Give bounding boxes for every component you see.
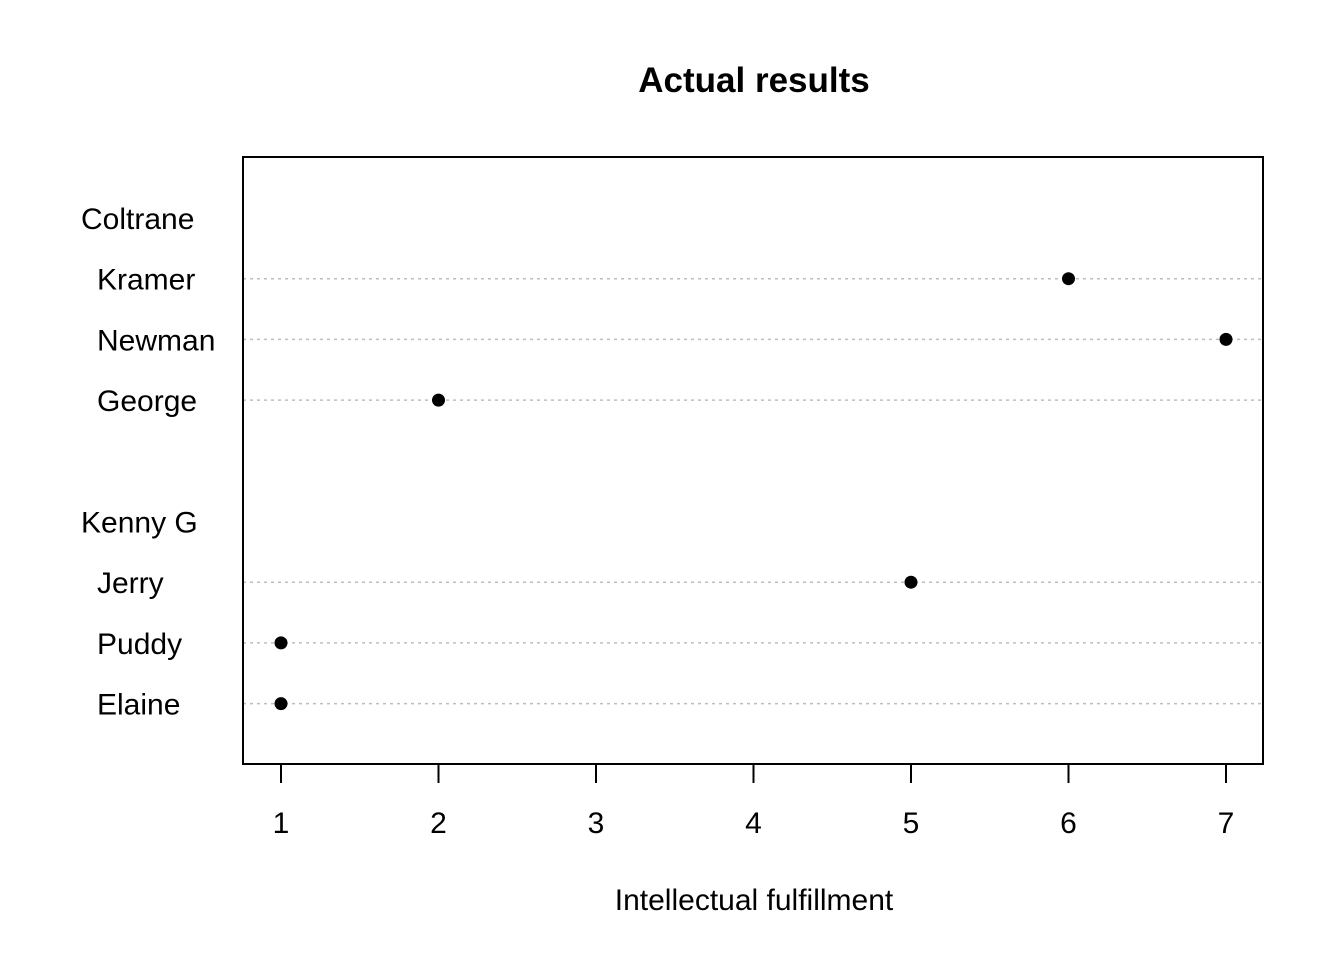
x-tick-label: 2 xyxy=(430,807,447,840)
row-label: Jerry xyxy=(97,567,164,600)
data-point xyxy=(274,636,288,650)
row-label: George xyxy=(97,385,197,418)
row-label: Kramer xyxy=(97,264,195,297)
data-points xyxy=(274,272,1233,711)
data-point xyxy=(1219,332,1233,346)
group-label: Coltrane xyxy=(81,203,194,236)
data-point xyxy=(1062,272,1075,286)
group-label: Kenny G xyxy=(81,507,198,540)
x-axis-label: Intellectual fulfillment xyxy=(615,884,894,917)
x-tick-label: 7 xyxy=(1218,807,1235,840)
x-tick-label: 5 xyxy=(903,807,920,840)
data-point xyxy=(274,697,288,711)
x-axis: 1 2 3 4 5 6 7 xyxy=(273,763,1235,840)
row-label: Puddy xyxy=(97,628,182,661)
grid-lines xyxy=(243,277,1263,705)
x-tick-label: 4 xyxy=(745,807,762,840)
plot-frame xyxy=(242,156,1264,765)
row-label: Newman xyxy=(97,324,215,357)
row-label: Elaine xyxy=(97,689,180,722)
x-tick-label: 1 xyxy=(273,807,290,840)
row-labels: Coltrane Kramer Newman George Kenny G Jerry Pu… xyxy=(81,203,215,722)
data-point xyxy=(432,393,445,407)
chart-title: Actual results xyxy=(638,61,869,100)
x-tick-label: 3 xyxy=(588,807,605,840)
x-tick-label: 6 xyxy=(1060,807,1077,840)
data-point xyxy=(904,575,918,589)
